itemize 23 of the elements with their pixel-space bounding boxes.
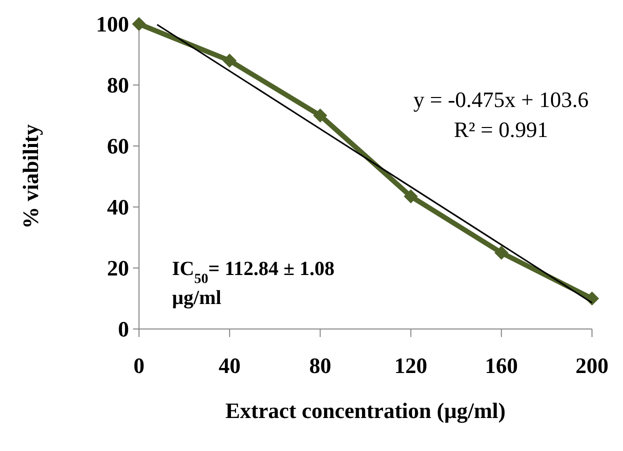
annotation: IC$_{50}$= 112.84 ± 1.08 [172, 258, 335, 286]
x-tick-label: 0 [134, 353, 144, 378]
point [404, 189, 418, 204]
x-tick-label: 40 [218, 353, 241, 378]
annotation: y = -0.475x + 103.6 [413, 87, 589, 112]
x-tick-label: 200 [576, 353, 608, 378]
y-tick-label: 0 [118, 316, 129, 342]
x-tick-label: 120 [394, 353, 428, 378]
y-tick-label: 100 [96, 12, 129, 37]
point [222, 54, 237, 68]
x-axis-title: Extract concentration (µg/ml) [225, 398, 506, 423]
point [313, 108, 328, 122]
y-tick-label: 80 [107, 72, 129, 98]
annotation: µg/ml [172, 287, 222, 309]
y-tick-label: 20 [107, 256, 129, 281]
y-tick-label: 60 [107, 134, 129, 159]
point [494, 246, 508, 260]
x-tick-label: 80 [309, 353, 332, 378]
y-axis-title: % viability [18, 124, 43, 229]
point [132, 17, 146, 31]
annotation: R² = 0.991 [454, 117, 548, 142]
y-tick-label: 40 [107, 194, 129, 220]
x-tick-label: 160 [484, 353, 518, 378]
